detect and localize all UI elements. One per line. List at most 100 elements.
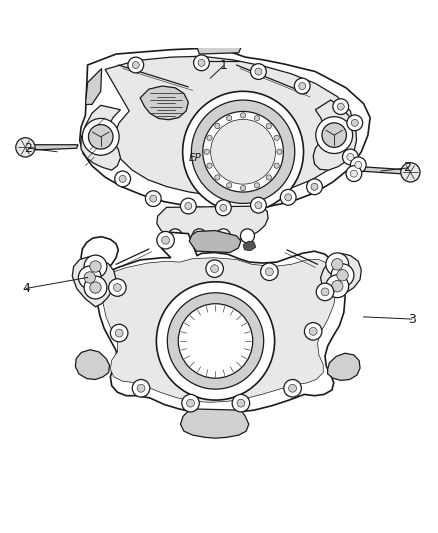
Circle shape: [198, 59, 205, 66]
Circle shape: [299, 83, 306, 90]
Circle shape: [232, 394, 250, 412]
Circle shape: [285, 194, 292, 201]
Circle shape: [150, 195, 157, 202]
Circle shape: [220, 204, 227, 211]
Circle shape: [204, 149, 209, 155]
Circle shape: [156, 282, 275, 400]
Polygon shape: [103, 258, 336, 402]
Circle shape: [240, 113, 246, 118]
Circle shape: [16, 138, 35, 157]
Circle shape: [226, 116, 232, 121]
Circle shape: [350, 157, 366, 173]
Circle shape: [321, 288, 329, 296]
Circle shape: [167, 293, 264, 389]
Polygon shape: [313, 100, 357, 170]
Circle shape: [274, 163, 279, 168]
Text: 4: 4: [22, 282, 30, 295]
Circle shape: [284, 379, 301, 397]
Polygon shape: [157, 206, 268, 242]
Polygon shape: [80, 49, 370, 209]
Circle shape: [187, 399, 194, 407]
Circle shape: [255, 68, 262, 75]
Circle shape: [180, 198, 196, 214]
Circle shape: [216, 229, 230, 243]
Circle shape: [333, 99, 349, 115]
Circle shape: [137, 384, 145, 392]
Circle shape: [254, 183, 260, 188]
Circle shape: [251, 64, 266, 79]
Circle shape: [110, 324, 128, 342]
Circle shape: [207, 135, 212, 141]
Circle shape: [240, 185, 246, 191]
Circle shape: [266, 175, 272, 180]
Circle shape: [88, 125, 113, 149]
Polygon shape: [180, 409, 249, 438]
Circle shape: [207, 163, 212, 168]
Circle shape: [145, 191, 161, 206]
Circle shape: [266, 124, 272, 128]
Circle shape: [350, 170, 357, 177]
Polygon shape: [85, 69, 102, 104]
Polygon shape: [75, 350, 110, 379]
Polygon shape: [72, 257, 116, 307]
Polygon shape: [105, 56, 354, 197]
Circle shape: [128, 57, 144, 73]
Polygon shape: [189, 231, 241, 253]
Circle shape: [215, 124, 220, 128]
Polygon shape: [243, 241, 256, 251]
Circle shape: [326, 275, 349, 297]
Circle shape: [194, 55, 209, 71]
Circle shape: [240, 229, 254, 243]
Circle shape: [280, 189, 296, 205]
Circle shape: [316, 117, 353, 154]
Text: 1: 1: [219, 59, 227, 72]
Polygon shape: [321, 253, 361, 294]
Circle shape: [78, 266, 101, 289]
Circle shape: [337, 270, 348, 281]
Text: 2: 2: [25, 142, 32, 155]
Circle shape: [251, 197, 266, 213]
Circle shape: [265, 268, 273, 276]
Circle shape: [90, 261, 101, 272]
Circle shape: [277, 149, 282, 155]
Circle shape: [211, 265, 219, 273]
Circle shape: [115, 329, 123, 337]
Circle shape: [294, 78, 310, 94]
Circle shape: [84, 255, 107, 278]
Circle shape: [322, 123, 346, 147]
Circle shape: [337, 103, 344, 110]
Circle shape: [183, 91, 304, 212]
Circle shape: [182, 394, 199, 412]
Text: 3: 3: [408, 312, 416, 326]
Circle shape: [237, 399, 245, 407]
Circle shape: [191, 100, 295, 204]
Polygon shape: [359, 167, 413, 174]
Circle shape: [157, 231, 174, 249]
Circle shape: [132, 379, 150, 397]
Circle shape: [331, 264, 354, 287]
Circle shape: [326, 253, 349, 276]
Circle shape: [90, 282, 101, 293]
Circle shape: [274, 135, 279, 141]
Circle shape: [255, 201, 262, 209]
Circle shape: [113, 284, 121, 292]
Circle shape: [226, 183, 232, 188]
Circle shape: [119, 175, 126, 182]
Circle shape: [346, 166, 362, 182]
Circle shape: [185, 203, 192, 209]
Circle shape: [192, 229, 206, 243]
Circle shape: [211, 119, 276, 184]
Circle shape: [254, 116, 260, 121]
Text: EP: EP: [188, 153, 201, 163]
Circle shape: [84, 276, 107, 299]
Circle shape: [162, 236, 170, 244]
Circle shape: [168, 229, 182, 243]
Polygon shape: [197, 39, 241, 54]
Circle shape: [178, 304, 253, 378]
Circle shape: [206, 260, 223, 278]
Circle shape: [347, 115, 363, 131]
Circle shape: [304, 322, 322, 340]
Circle shape: [307, 179, 322, 195]
Circle shape: [203, 111, 283, 192]
Circle shape: [261, 263, 278, 280]
